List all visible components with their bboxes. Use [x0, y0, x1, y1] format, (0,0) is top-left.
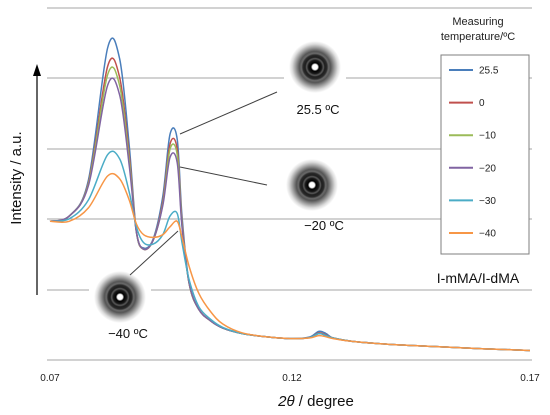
- series-layer: [49, 37, 531, 352]
- legend-entry: −10: [479, 131, 496, 142]
- leader-lines: [129, 91, 278, 276]
- x-axis-label: 2θ / degree: [277, 393, 354, 410]
- x-tick-label: 0.17: [520, 373, 540, 384]
- legend-title-line: Measuring: [452, 16, 503, 28]
- x-axis-label-unit: / degree: [299, 393, 354, 410]
- x-tick-label: 0.07: [40, 373, 60, 384]
- legend-box: [440, 54, 530, 255]
- legend-title-line: temperature/ºC: [441, 31, 515, 43]
- annotations: 25.5 ºC −20 ºC −40 ºC: [108, 102, 344, 341]
- legend-entry: −30: [479, 196, 496, 207]
- x-tick-labels: 0.07 0.12 0.17: [40, 373, 540, 384]
- legend-entry: −40: [479, 229, 496, 240]
- leader-line: [179, 91, 278, 135]
- legend-entry: −20: [479, 163, 496, 174]
- saxs-pattern-25: [284, 38, 346, 98]
- annotation-label: −40 ºC: [108, 326, 148, 341]
- x-axis-label-italic: 2θ: [277, 393, 294, 410]
- y-axis-label: Intensity / a.u.: [8, 131, 25, 224]
- legend-entry: 0: [479, 98, 485, 109]
- series-line-m40: [49, 172, 531, 352]
- legend-entry: 25.5: [479, 66, 499, 77]
- legend: 25.5 0 −10 −20 −30 −40: [440, 54, 530, 255]
- leader-line: [129, 230, 179, 276]
- annotation-label: −20 ºC: [304, 218, 344, 233]
- annotation-label: 25.5 ºC: [296, 102, 339, 117]
- x-tick-label: 0.12: [282, 373, 302, 384]
- legend-title: Measuring temperature/ºC: [441, 16, 515, 43]
- saxs-pattern-minus40: [89, 268, 151, 328]
- y-axis-arrow: [33, 64, 41, 295]
- sample-label: I-mMA/I-dMA: [437, 270, 520, 286]
- leader-line: [179, 166, 268, 186]
- saxs-pattern-minus20: [281, 156, 343, 216]
